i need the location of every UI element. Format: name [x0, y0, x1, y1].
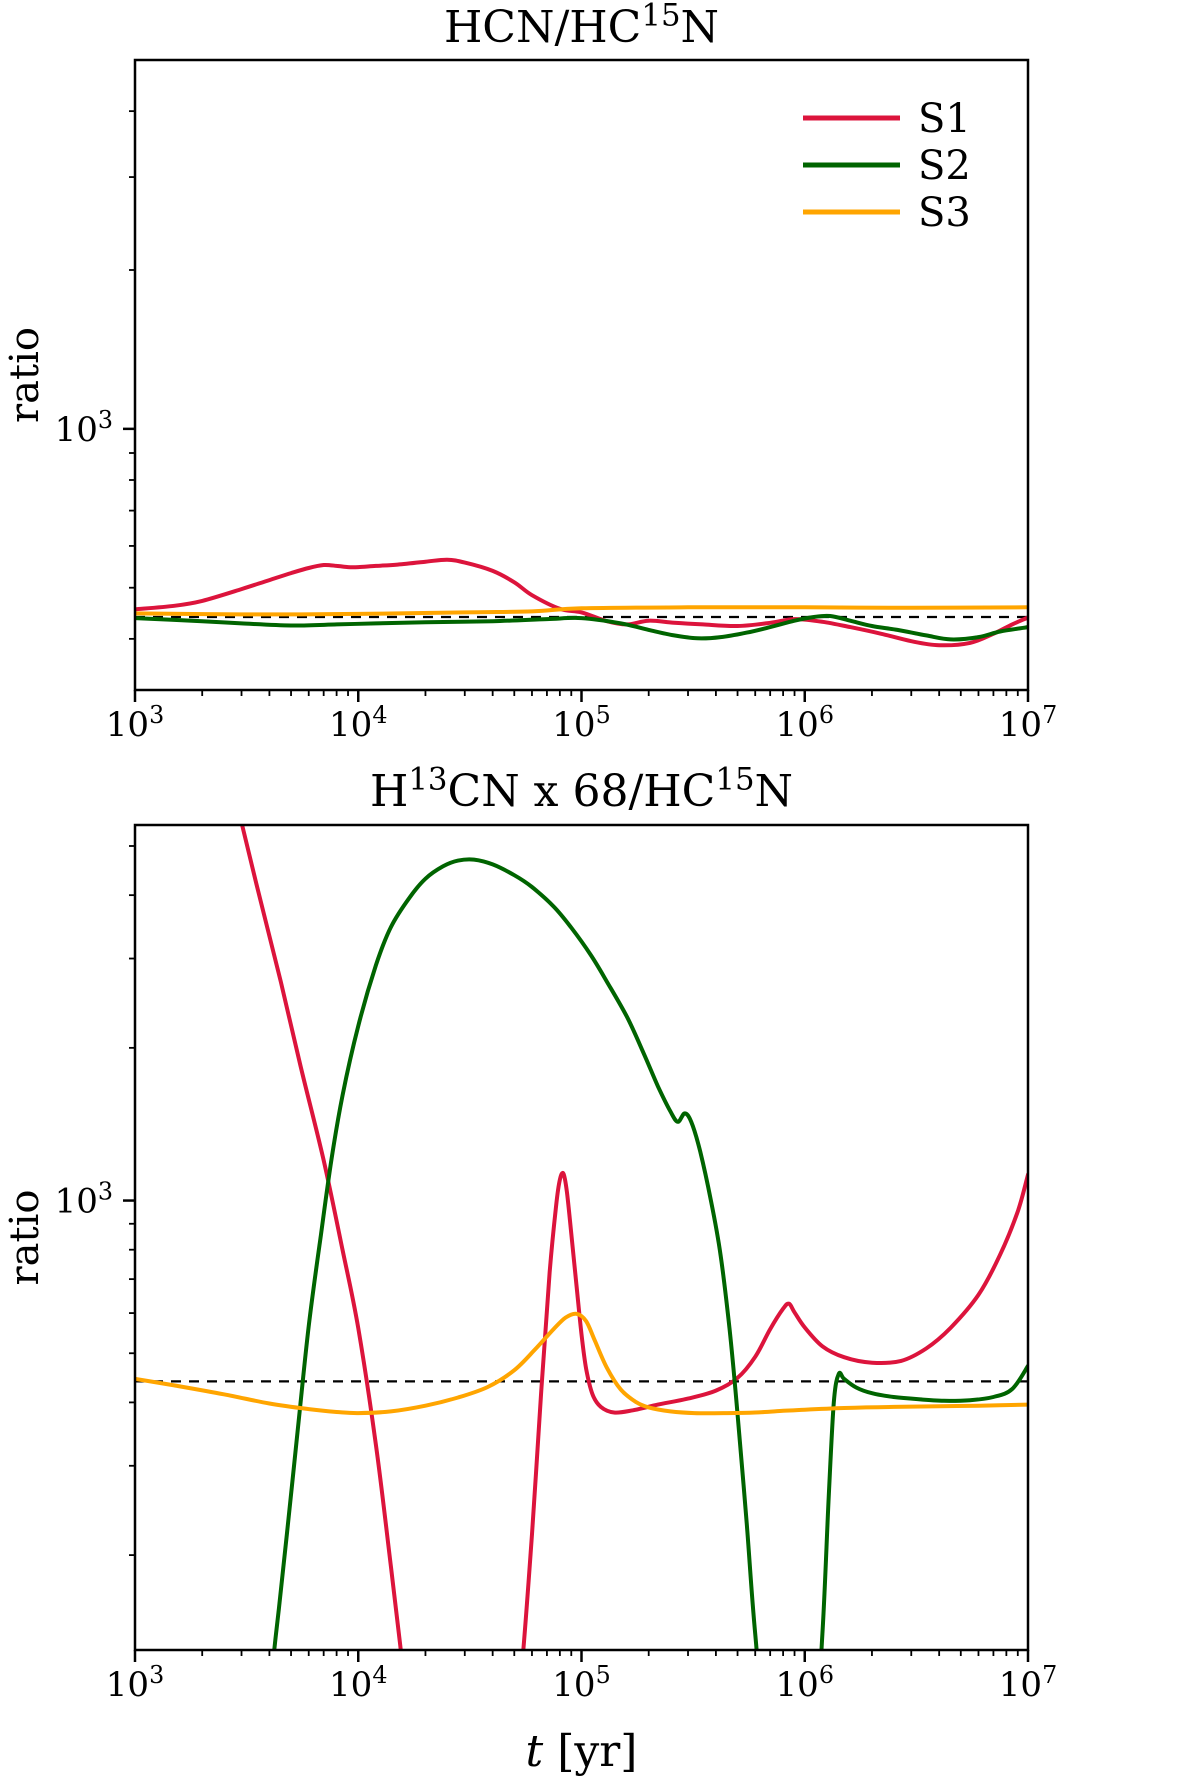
- series-line-S2: [135, 613, 1028, 642]
- x-tick-label: 107: [999, 1661, 1057, 1705]
- legend-label-S2: S2: [918, 143, 971, 189]
- series-group-top: [135, 557, 1028, 648]
- y-tick-label: 103: [55, 1178, 113, 1222]
- chart-title-bottom: H13CN x 68/HC15N: [370, 761, 793, 817]
- legend-label-S3: S3: [918, 190, 971, 236]
- y-tick-label: 103: [55, 406, 113, 450]
- legend-item-S1: S1: [803, 96, 971, 142]
- ylabel-bottom: ratio: [2, 1190, 48, 1286]
- legend-item-S2: S2: [803, 143, 971, 189]
- plot-frame-top: [133, 58, 1030, 692]
- series-line-S1: [240, 825, 1028, 1650]
- chart-title-top: HCN/HC15N: [444, 0, 719, 53]
- legend-item-S3: S3: [803, 190, 971, 236]
- series-line-S1: [135, 557, 1028, 648]
- xlabel-bottom: t [yr]: [526, 1726, 638, 1777]
- x-tick-label: 104: [329, 701, 387, 745]
- series-line-S2: [272, 857, 1028, 1650]
- series-group-bottom: [135, 825, 1028, 1650]
- ylabel-top: ratio: [2, 327, 48, 423]
- x-tick-label: 103: [106, 1661, 164, 1705]
- series-line-S3: [135, 1311, 1028, 1416]
- plot-frame-bottom: [133, 823, 1030, 1652]
- x-tick-label: 106: [776, 1661, 834, 1705]
- x-tick-label: 107: [999, 701, 1057, 745]
- x-tick-label: 103: [106, 701, 164, 745]
- x-tick-label: 106: [776, 701, 834, 745]
- x-tick-label: 104: [329, 1661, 387, 1705]
- series-line-S3: [135, 605, 1028, 617]
- axis-ticks-bottom: [123, 845, 1030, 1662]
- x-tick-label: 105: [552, 701, 610, 745]
- x-tick-label: 105: [552, 1661, 610, 1705]
- legend-label-S1: S1: [918, 96, 971, 142]
